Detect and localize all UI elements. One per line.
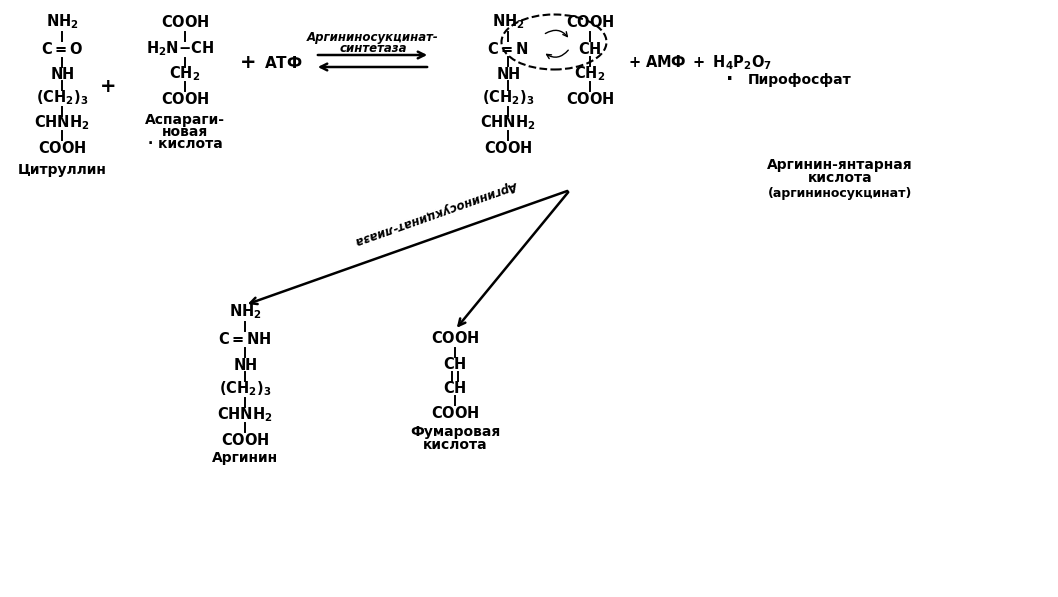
Text: Фумаровая: Фумаровая: [409, 425, 500, 439]
Text: $\mathbf{COOH}$: $\mathbf{COOH}$: [38, 140, 87, 156]
Text: $\mathbf{COOH}$: $\mathbf{COOH}$: [566, 91, 615, 107]
Text: $\mathbf{CH_2}$: $\mathbf{CH_2}$: [169, 64, 201, 84]
Text: +: +: [240, 54, 256, 72]
Text: $\mathbf{COOH}$: $\mathbf{COOH}$: [431, 405, 479, 421]
Text: $\mathbf{CH}$: $\mathbf{CH}$: [443, 380, 467, 396]
Text: $\mathbf{NH}$: $\mathbf{NH}$: [50, 66, 74, 82]
Text: Аргинин-янтарная: Аргинин-янтарная: [767, 158, 913, 172]
Text: · кислота: · кислота: [148, 137, 222, 151]
Text: новая: новая: [162, 125, 208, 139]
Text: $\mathbf{CHNH_2}$: $\mathbf{CHNH_2}$: [34, 113, 90, 133]
Text: синтетаза: синтетаза: [340, 42, 406, 54]
Text: $\mathbf{(CH_2)_3}$: $\mathbf{(CH_2)_3}$: [481, 88, 534, 107]
Text: $\mathbf{CHNH_2}$: $\mathbf{CHNH_2}$: [480, 113, 535, 133]
Text: $\mathbf{CH_2}$: $\mathbf{CH_2}$: [574, 64, 605, 84]
Text: $\mathbf{NH_2}$: $\mathbf{NH_2}$: [45, 13, 78, 32]
Text: $\mathbf{COOH}$: $\mathbf{COOH}$: [431, 330, 479, 346]
Text: $\mathbf{NH}$: $\mathbf{NH}$: [495, 66, 521, 82]
Text: $\mathbf{NH_2}$: $\mathbf{NH_2}$: [229, 303, 261, 321]
Text: $\mathbf{+\ АМФ\ +\ H_4P_2O_7}$: $\mathbf{+\ АМФ\ +\ H_4P_2O_7}$: [628, 54, 772, 72]
Text: (аргининосукцинат): (аргининосукцинат): [768, 186, 912, 199]
Text: $\mathbf{H_2N{-}CH}$: $\mathbf{H_2N{-}CH}$: [146, 39, 214, 59]
Text: Аргинин: Аргинин: [212, 451, 278, 465]
Text: $\mathbf{COOH}$: $\mathbf{COOH}$: [221, 432, 269, 448]
Text: $\mathbf{COOH}$: $\mathbf{COOH}$: [566, 14, 615, 30]
Text: кислота: кислота: [807, 171, 872, 185]
Text: $\mathbf{NH}$: $\mathbf{NH}$: [233, 357, 257, 373]
Text: Цитруллин: Цитруллин: [18, 163, 107, 177]
Text: Аргининосукцинат-лиаза: Аргининосукцинат-лиаза: [354, 178, 519, 247]
Text: $\mathbf{CHNH_2}$: $\mathbf{CHNH_2}$: [217, 405, 273, 424]
Text: $\mathbf{COOH}$: $\mathbf{COOH}$: [484, 140, 532, 156]
Text: $\mathbf{COOH}$: $\mathbf{COOH}$: [161, 91, 209, 107]
Text: +: +: [99, 78, 116, 97]
Text: $\mathbf{C{=}NH}$: $\mathbf{C{=}NH}$: [218, 331, 272, 347]
Text: $\mathbf{NH_2}$: $\mathbf{NH_2}$: [492, 13, 525, 32]
Text: $\mathbf{COOH}$: $\mathbf{COOH}$: [161, 14, 209, 30]
Text: $\mathbf{(CH_2)_3}$: $\mathbf{(CH_2)_3}$: [36, 88, 88, 107]
Text: Аргининосукцинат-: Аргининосукцинат-: [307, 30, 439, 44]
Text: кислота: кислота: [423, 438, 488, 452]
Text: $\mathbf{C{=}O}$: $\mathbf{C{=}O}$: [41, 41, 84, 57]
Text: $\mathbf{АТФ}$: $\mathbf{АТФ}$: [263, 55, 303, 71]
Text: Пирофосфат: Пирофосфат: [748, 73, 852, 87]
Text: Аспараги-: Аспараги-: [145, 113, 225, 127]
Text: $\mathbf{(CH_2)_3}$: $\mathbf{(CH_2)_3}$: [219, 380, 271, 398]
Text: $\mathbf{CH}$: $\mathbf{CH}$: [443, 356, 467, 372]
Text: ·: ·: [726, 70, 733, 90]
Text: $\mathbf{CH}$: $\mathbf{CH}$: [578, 41, 602, 57]
Text: $\mathbf{C{=}N}$: $\mathbf{C{=}N}$: [487, 41, 529, 57]
